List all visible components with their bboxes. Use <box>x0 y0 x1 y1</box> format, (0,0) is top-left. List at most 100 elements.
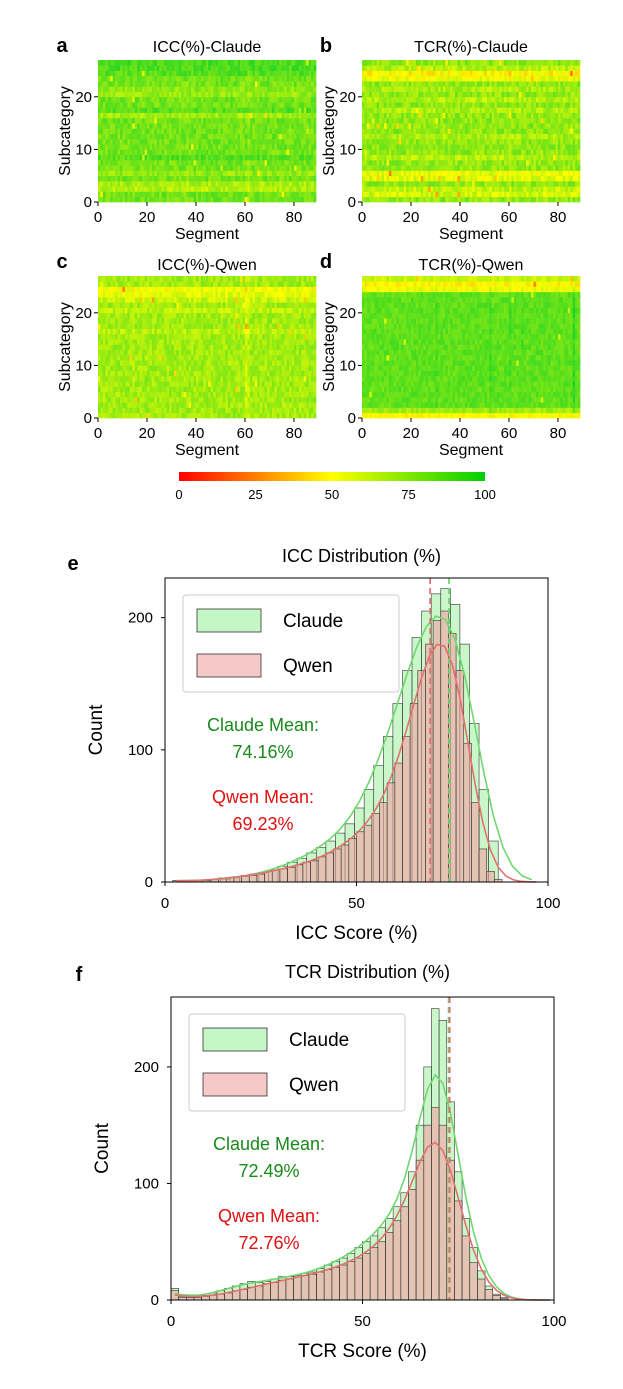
heatmap-cell <box>259 117 263 124</box>
heatmap-cell <box>220 165 224 171</box>
heatmap-cell <box>396 159 400 166</box>
heatmap-cell <box>396 123 400 129</box>
heatmap-cell <box>237 60 241 66</box>
heatmap-cell <box>279 154 283 161</box>
heatmap-cell <box>271 180 275 187</box>
heatmap-cell <box>506 81 510 87</box>
heatmap-cell <box>474 117 478 124</box>
heatmap-cell <box>110 70 114 77</box>
heatmap-cell <box>560 96 564 103</box>
heatmap-cell <box>262 133 265 140</box>
heatmap-cell <box>102 60 106 66</box>
heatmap-cell <box>218 191 221 198</box>
heatmap-cell <box>291 102 295 108</box>
heatmap-cell <box>462 102 466 108</box>
heatmap-cell <box>218 144 221 150</box>
heatmap-cell <box>398 86 402 92</box>
heatmap-cell <box>575 123 578 129</box>
heatmap-cell <box>159 112 163 119</box>
heatmap-cell <box>531 144 534 150</box>
heatmap-cell <box>406 86 409 92</box>
heatmap-cell <box>289 133 292 140</box>
heatmap-cell <box>311 75 314 82</box>
heatmap-cell <box>144 407 148 414</box>
heatmap-cell <box>215 175 219 182</box>
heatmap-cell <box>262 107 265 113</box>
heatmap-cell <box>423 128 427 134</box>
heatmap-cell <box>169 75 172 82</box>
heatmap-cell <box>366 154 370 161</box>
heatmap-cell <box>227 407 231 414</box>
heatmap-cell <box>186 149 189 156</box>
heatmap-cell <box>247 91 251 98</box>
heatmap-cell <box>195 186 199 192</box>
heatmap-cell <box>420 60 424 66</box>
heatmap-cell <box>159 144 163 150</box>
heatmap-cell <box>445 149 449 156</box>
heatmap-cell <box>398 117 402 124</box>
heatmap-cell <box>137 81 140 87</box>
heatmap-cell <box>528 91 532 98</box>
heatmap-cell <box>369 112 373 119</box>
heatmap-cell <box>374 144 378 150</box>
heatmap-cell <box>156 186 160 192</box>
heatmap-cell <box>464 133 468 140</box>
heatmap-cell <box>457 75 461 82</box>
heatmap-cell <box>491 186 495 192</box>
heatmap-cell <box>381 149 385 156</box>
heatmap-cell <box>276 60 280 66</box>
heatmap-cell <box>124 112 128 119</box>
heatmap-cell <box>281 65 285 71</box>
heatmap-cell <box>215 75 219 82</box>
heatmap-cell <box>276 154 280 161</box>
heatmap-cell <box>218 175 221 182</box>
heatmap-cell <box>208 86 212 92</box>
heatmap-cell <box>474 86 478 92</box>
heatmap-cell <box>401 133 404 140</box>
heatmap-cell <box>107 133 111 140</box>
heatmap-cell <box>225 196 229 203</box>
heatmap-cell <box>205 144 209 150</box>
heatmap-cell <box>366 102 370 108</box>
heatmap-cell <box>513 65 517 71</box>
heatmap-cell <box>129 70 133 77</box>
heatmap-cell <box>137 70 140 77</box>
heatmap-cell <box>139 165 143 171</box>
heatmap-cell <box>215 123 219 129</box>
heatmap-cell <box>428 191 431 198</box>
heatmap-cell <box>264 96 268 103</box>
heatmap-cell <box>506 159 510 166</box>
heatmap-cell <box>191 112 194 119</box>
heatmap-cell <box>156 102 160 108</box>
heatmap-cell <box>100 159 104 166</box>
heatmap-cell <box>437 149 441 156</box>
heatmap-cell <box>120 117 123 124</box>
heatmap-cell <box>523 191 527 198</box>
heatmap-cell <box>374 149 378 156</box>
heatmap-cell <box>110 65 114 71</box>
heatmap-cell <box>281 170 285 177</box>
heatmap-cell <box>499 138 502 145</box>
heatmap-cell <box>237 65 241 71</box>
heatmap-cell <box>533 196 537 203</box>
heatmap-cell <box>240 107 243 113</box>
heatmap-cell <box>379 186 382 192</box>
heatmap-cell <box>413 196 417 203</box>
heatmap-cell <box>403 186 407 192</box>
heatmap-cell <box>430 96 434 103</box>
heatmap-cell <box>567 96 571 103</box>
heatmap-cell <box>523 112 527 119</box>
heatmap-cell <box>565 96 569 103</box>
heatmap-cell <box>169 186 172 192</box>
heatmap-cell <box>134 133 138 140</box>
heatmap-cell <box>420 138 424 145</box>
heatmap-cell <box>269 175 273 182</box>
heatmap-cell <box>257 102 261 108</box>
heatmap-cell <box>440 138 444 145</box>
heatmap-cell <box>528 117 532 124</box>
heatmap-cell <box>504 91 507 98</box>
heatmap-cell <box>572 191 576 198</box>
heatmap-cell <box>110 138 114 145</box>
heatmap-cell <box>227 196 231 203</box>
heatmap-cell <box>374 186 378 192</box>
